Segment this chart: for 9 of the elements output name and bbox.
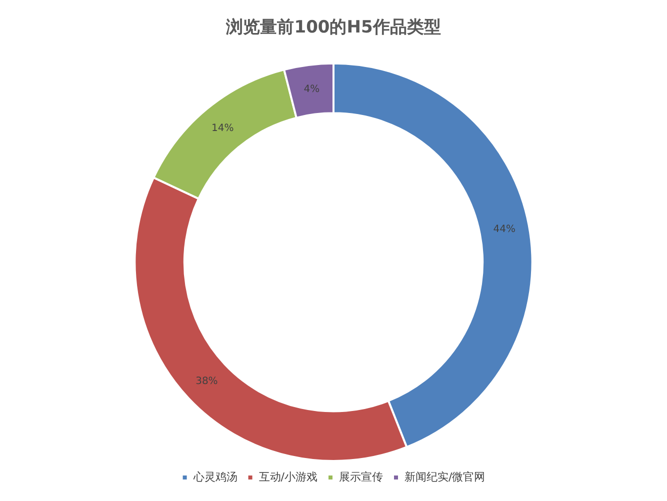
chart-title: 浏览量前100的H5作品类型 [225, 18, 441, 38]
data-label: 4% [304, 84, 320, 96]
legend-label: 心灵鸡汤 [192, 470, 238, 484]
data-label: 38% [196, 376, 218, 387]
legend-label: 展示宣传 [339, 470, 383, 484]
data-label: 14% [212, 122, 234, 134]
legend-label: 新闻纪实/微官网 [404, 470, 486, 484]
data-label: 44% [493, 224, 516, 236]
legend-label: 互动/小游戏 [258, 470, 318, 484]
